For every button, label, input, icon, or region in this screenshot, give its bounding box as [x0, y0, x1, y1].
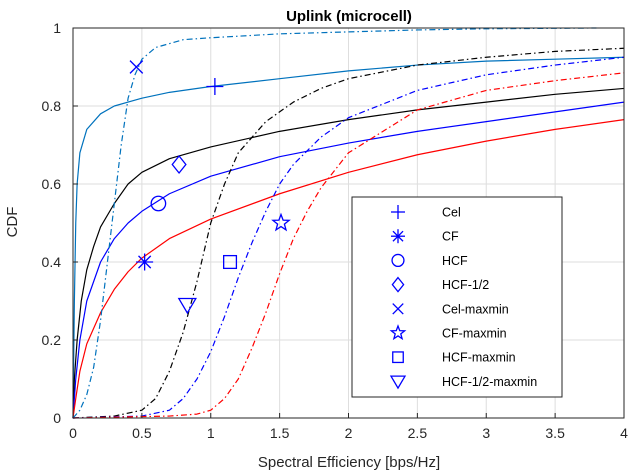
tick-labels: 0 0.5 1 1.5 2 2.5 3 3.5 4 0 0.2 0.4 0.6 0.8 1: [42, 20, 629, 441]
legend-label: CF-maxmin: [442, 327, 507, 341]
legend-label: HCF-1/2: [442, 278, 489, 292]
series-marker-CF: [136, 253, 154, 271]
chart-title: Uplink (microcell): [286, 8, 412, 25]
series-line-HCF-maxmin: [72, 56, 625, 419]
series-markers: [129, 60, 291, 315]
x-axis-label: Spectral Efficiency [bps/Hz]: [258, 454, 440, 471]
x-tick-label: 0: [69, 425, 77, 441]
y-tick-label: 0.2: [42, 332, 62, 348]
legend-label: CF: [442, 230, 459, 244]
legend-label: Cel-maxmin: [442, 302, 509, 316]
series-line-HCF: [72, 101, 625, 419]
y-tick-label: 1: [53, 20, 61, 36]
legend-label: Cel: [442, 206, 461, 220]
series-line-CF: [72, 87, 625, 419]
legend-marker-HCF-maxmin: [392, 351, 404, 364]
x-tick-label: 3.5: [545, 425, 565, 441]
series-marker-Cel: [206, 78, 224, 95]
series-marker-HCF-1/2-maxmin: [177, 297, 197, 315]
x-tick-label: 0.5: [132, 425, 152, 441]
series-marker-HCF-maxmin: [223, 254, 238, 270]
x-tick-label: 3: [482, 425, 490, 441]
series-line-Cel: [72, 56, 625, 419]
y-tick-label: 0.8: [42, 98, 62, 114]
legend-marker-Cel-maxmin: [392, 303, 404, 315]
series-line-HCF-1/2: [72, 119, 625, 419]
y-tick-label: 0: [53, 410, 61, 426]
legend-marker-HCF-1/2: [391, 276, 405, 293]
legend-label: HCF: [442, 254, 468, 268]
x-tick-label: 2: [345, 425, 353, 441]
legend-marker-CF: [391, 229, 405, 244]
x-tick-label: 1: [207, 425, 215, 441]
legend-marker-HCF-1/2-maxmin: [389, 375, 407, 390]
legend: Cel CF HCF HCF-1/2 Cel-maxmin CF-maxmin HCF-ma…: [351, 196, 563, 398]
legend-label: HCF-1/2-maxmin: [442, 375, 537, 389]
x-tick-label: 2.5: [408, 425, 428, 441]
series-marker-Cel-maxmin: [129, 60, 144, 74]
y-axis-label: CDF: [4, 207, 21, 238]
series-marker-HCF-1/2: [171, 154, 187, 175]
legend-marker-Cel: [391, 205, 405, 219]
x-tick-label: 4: [620, 425, 628, 441]
series-line-CF-maxmin: [72, 47, 625, 419]
y-tick-label: 0.4: [42, 254, 62, 270]
series-line-Cel-maxmin: [72, 27, 597, 419]
x-tick-label: 1.5: [270, 425, 290, 441]
series-line-HCF-1/2-maxmin: [72, 72, 625, 419]
y-tick-label: 0.6: [42, 176, 62, 192]
series-lines: [72, 27, 625, 419]
legend-box: [351, 196, 563, 398]
legend-label: HCF-maxmin: [442, 351, 516, 365]
series-marker-HCF: [150, 195, 167, 212]
legend-marker-HCF: [391, 253, 405, 267]
legend-marker-CF-maxmin: [389, 324, 407, 341]
series-marker-CF-maxmin: [271, 212, 291, 232]
